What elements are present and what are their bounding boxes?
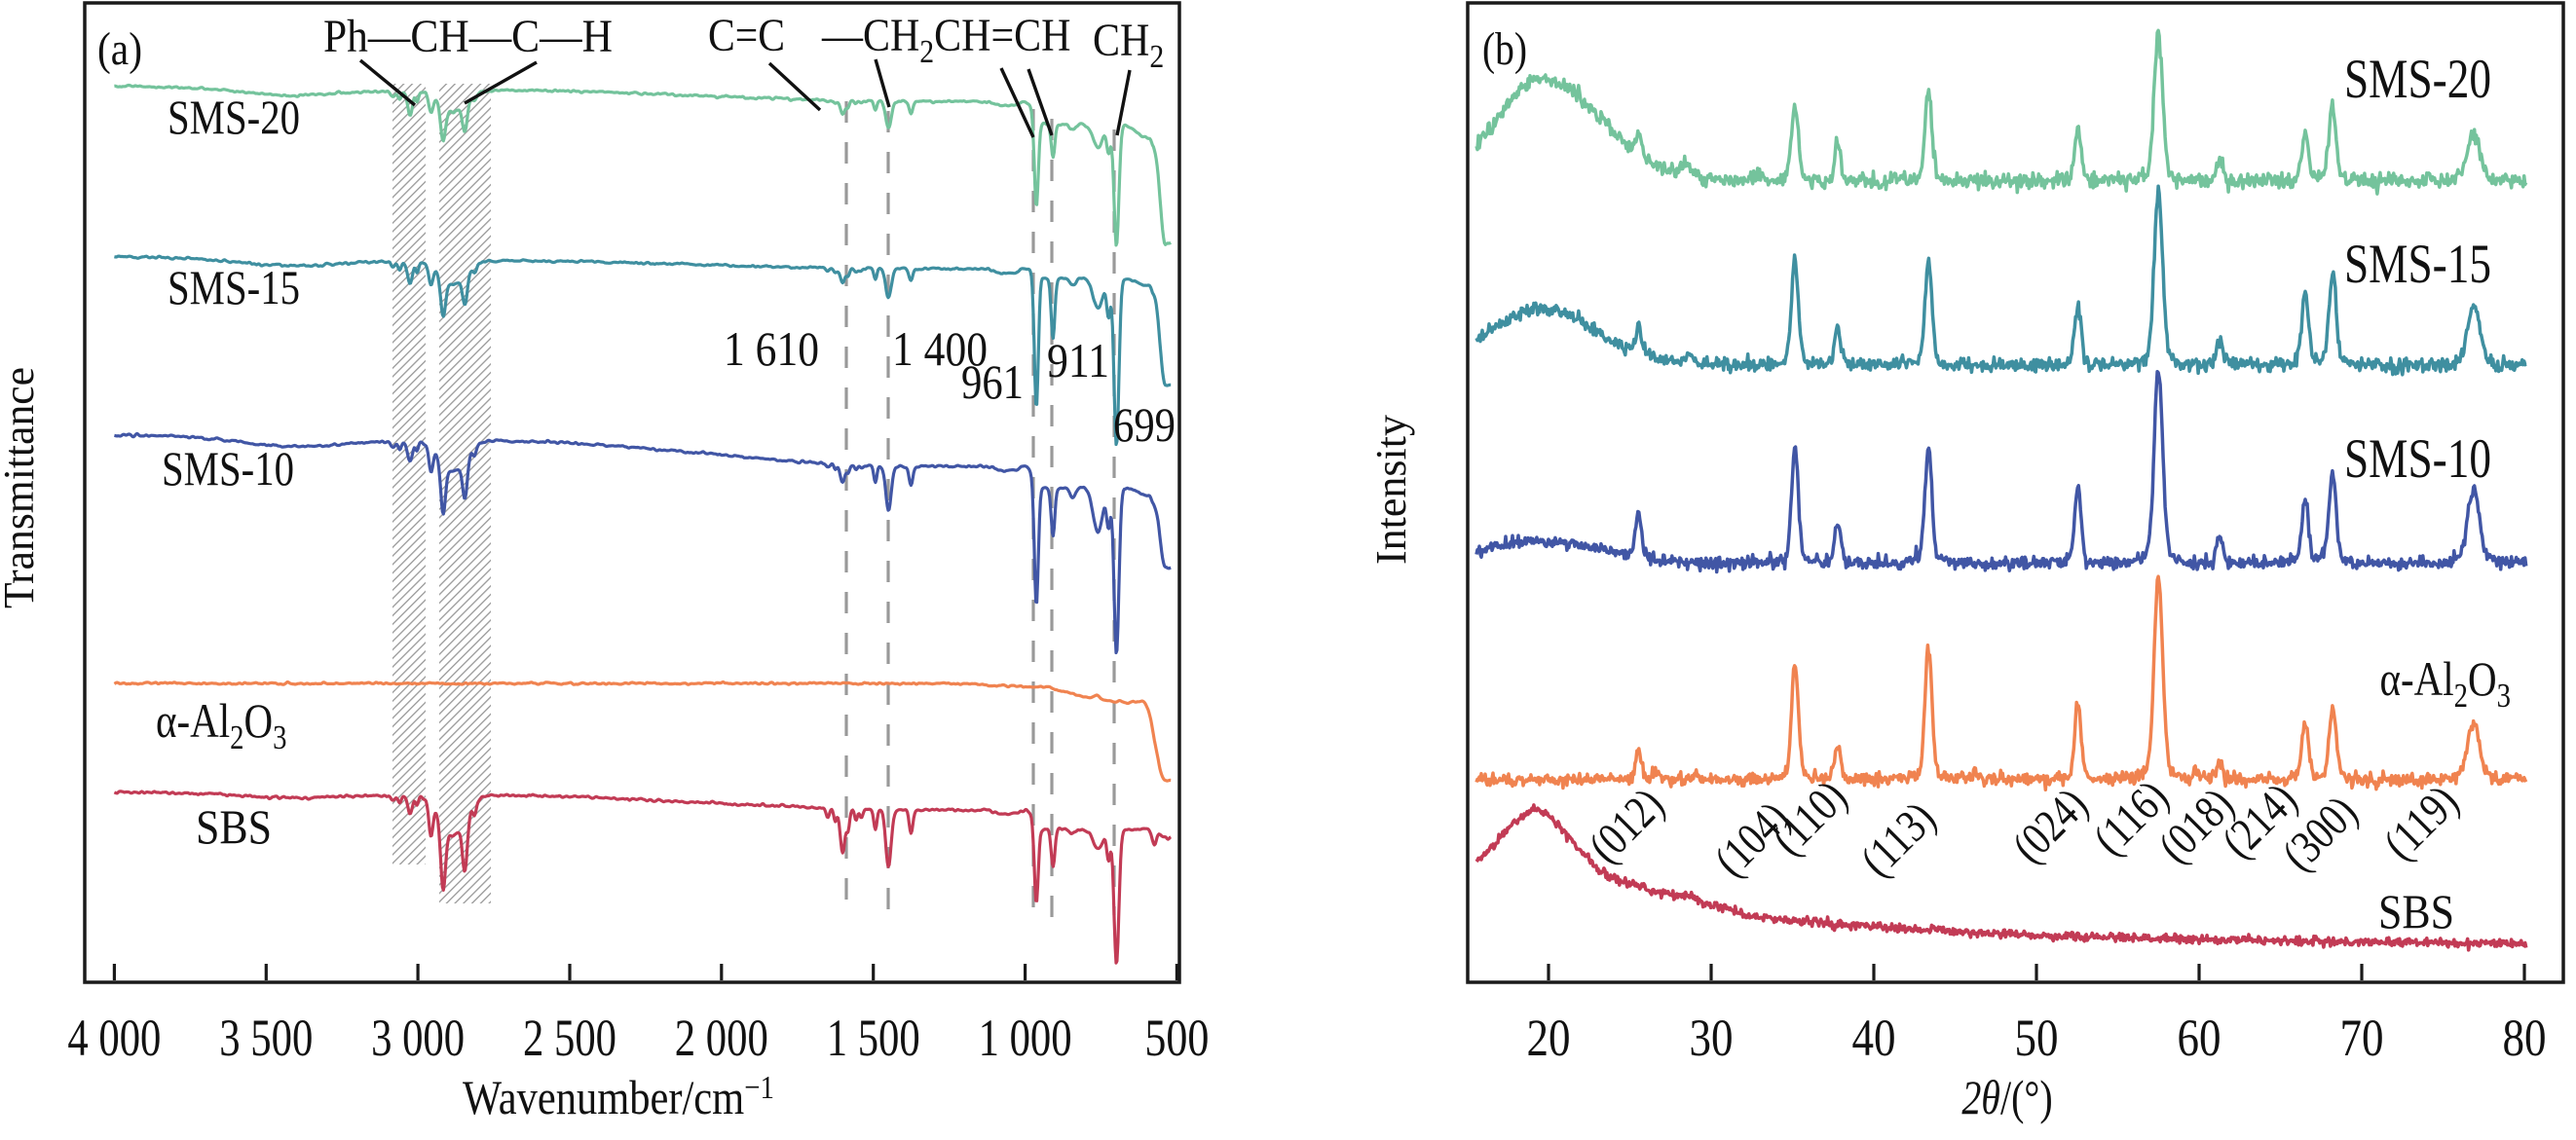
svg-text:4 000: 4 000 <box>67 1009 161 1067</box>
svg-text:Intensity: Intensity <box>1367 415 1415 565</box>
svg-text:60: 60 <box>2178 1009 2221 1067</box>
svg-text:699: 699 <box>1113 397 1176 452</box>
svg-text:SMS-20: SMS-20 <box>168 90 300 144</box>
svg-text:SMS-15: SMS-15 <box>168 260 300 314</box>
svg-text:1 610: 1 610 <box>724 321 819 376</box>
svg-text:50: 50 <box>2015 1009 2059 1067</box>
svg-text:SMS-10: SMS-10 <box>2344 428 2491 490</box>
svg-text:1 500: 1 500 <box>827 1009 920 1067</box>
svg-text:(b): (b) <box>1482 23 1527 75</box>
svg-text:SBS: SBS <box>2378 884 2454 938</box>
svg-text:30: 30 <box>1690 1009 1734 1067</box>
svg-text:2 000: 2 000 <box>675 1009 768 1067</box>
svg-text:α-Al2O3: α-Al2O3 <box>2380 651 2511 714</box>
svg-text:SBS: SBS <box>196 799 272 854</box>
svg-text:1 400: 1 400 <box>892 321 988 376</box>
svg-text:911: 911 <box>1047 333 1109 387</box>
svg-text:—CH2CH=CH: —CH2CH=CH <box>821 9 1070 69</box>
svg-text:3 500: 3 500 <box>219 1009 313 1067</box>
svg-text:Transmittance: Transmittance <box>0 367 43 608</box>
svg-text:3 000: 3 000 <box>371 1009 465 1067</box>
svg-text:Ph—CH—C—H: Ph—CH—C—H <box>323 11 613 62</box>
svg-text:C=C: C=C <box>708 10 785 61</box>
svg-text:SMS-15: SMS-15 <box>2344 234 2491 295</box>
svg-text:(a): (a) <box>97 23 142 75</box>
svg-text:961: 961 <box>961 354 1024 409</box>
svg-text:α-Al2O3: α-Al2O3 <box>156 693 286 755</box>
svg-text:500: 500 <box>1144 1009 1209 1067</box>
svg-text:20: 20 <box>1527 1009 1571 1067</box>
svg-text:2θ/(°): 2θ/(°) <box>1961 1071 2052 1124</box>
svg-text:SMS-20: SMS-20 <box>2344 49 2491 110</box>
svg-text:70: 70 <box>2340 1009 2384 1067</box>
svg-text:SMS-10: SMS-10 <box>162 441 294 496</box>
svg-text:1 000: 1 000 <box>979 1009 1072 1067</box>
svg-text:40: 40 <box>1852 1009 1896 1067</box>
svg-text:80: 80 <box>2503 1009 2547 1067</box>
svg-text:2 500: 2 500 <box>523 1009 616 1067</box>
svg-text:Wavenumber/cm−1: Wavenumber/cm−1 <box>463 1069 774 1125</box>
